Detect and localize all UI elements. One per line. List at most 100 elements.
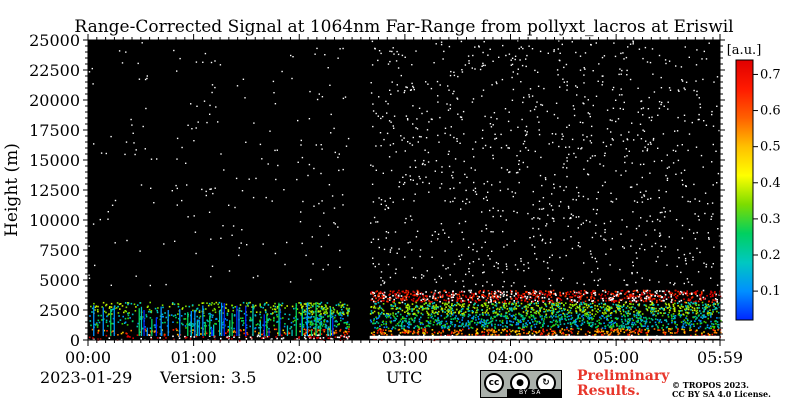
noise-speck <box>242 78 245 80</box>
noise-speck <box>632 261 634 263</box>
signal-speck <box>556 297 559 299</box>
noise-speck <box>209 113 211 115</box>
signal-speck <box>490 329 492 332</box>
signal-speck <box>559 307 561 310</box>
signal-speck <box>603 309 606 312</box>
signal-speck <box>642 338 645 340</box>
signal-speck <box>528 298 531 301</box>
noise-speck <box>678 90 680 92</box>
noise-speck <box>321 96 324 98</box>
signal-speck <box>339 317 342 319</box>
noise-speck <box>483 197 485 200</box>
signal-speck <box>545 316 548 319</box>
signal-speck <box>597 329 599 332</box>
noise-speck <box>707 232 709 234</box>
noise-speck <box>465 202 467 205</box>
signal-speck <box>301 306 303 309</box>
signal-speck <box>555 302 558 305</box>
noise-speck <box>539 234 542 237</box>
noise-speck <box>320 172 322 175</box>
noise-speck <box>496 118 498 120</box>
noise-speck <box>664 211 666 213</box>
signal-speck <box>347 309 349 312</box>
signal-speck <box>651 319 654 321</box>
noise-speck <box>579 55 582 57</box>
signal-speck <box>495 330 498 333</box>
signal-speck <box>242 301 245 304</box>
noise-speck <box>573 108 575 110</box>
signal-speck <box>467 310 470 312</box>
signal-speck <box>577 330 580 333</box>
signal-speck <box>311 334 314 336</box>
signal-speck <box>271 313 273 315</box>
signal-speck <box>579 307 581 310</box>
signal-speck <box>426 308 429 310</box>
signal-speck <box>559 329 562 332</box>
noise-speck <box>474 46 476 48</box>
signal-speck <box>402 317 404 320</box>
signal-speck <box>214 338 216 341</box>
noise-speck <box>246 244 248 246</box>
signal-speck <box>669 307 672 310</box>
signal-speck <box>491 333 494 336</box>
signal-speck <box>582 317 585 319</box>
signal-speck <box>578 320 581 322</box>
noise-speck <box>643 130 646 132</box>
signal-speck <box>422 308 424 311</box>
noise-speck <box>609 220 612 223</box>
noise-speck <box>711 113 713 116</box>
signal-speck <box>264 302 266 305</box>
signal-speck <box>695 302 698 304</box>
signal-speck <box>431 306 434 308</box>
noise-speck <box>422 162 424 165</box>
signal-speck <box>596 331 599 333</box>
signal-speck <box>540 326 542 329</box>
signal-speck <box>693 325 695 327</box>
signal-speck <box>663 307 665 310</box>
signal-speck <box>553 338 556 340</box>
noise-speck <box>495 261 498 264</box>
signal-speck <box>639 322 642 325</box>
noise-speck <box>513 282 515 284</box>
signal-speck <box>577 315 579 318</box>
signal-speck <box>399 320 402 322</box>
noise-speck <box>435 43 437 45</box>
signal-speck <box>597 328 600 330</box>
signal-speck <box>700 299 702 301</box>
signal-speck <box>610 317 612 319</box>
signal-speck <box>89 315 91 317</box>
noise-speck <box>454 158 457 160</box>
signal-speck <box>668 303 670 305</box>
signal-speck <box>370 310 373 312</box>
signal-speck <box>628 296 630 298</box>
signal-speck <box>500 292 503 294</box>
noise-speck <box>418 107 421 109</box>
signal-speck <box>582 293 585 296</box>
noise-speck <box>510 59 512 61</box>
signal-speck <box>417 312 420 314</box>
noise-speck <box>622 52 624 54</box>
signal-speck <box>648 339 651 342</box>
signal-speck <box>547 325 549 327</box>
signal-speck <box>658 329 661 331</box>
signal-speck <box>343 303 346 306</box>
noise-speck <box>597 284 599 286</box>
signal-speck <box>185 327 187 329</box>
signal-speck <box>344 336 346 338</box>
signal-speck <box>472 318 474 320</box>
signal-speck <box>552 289 555 292</box>
noise-speck <box>625 148 627 150</box>
signal-speck <box>465 324 467 327</box>
signal-speck <box>463 303 466 305</box>
signal-speck <box>683 292 685 294</box>
noise-speck <box>322 268 324 271</box>
signal-speck <box>594 290 596 292</box>
signal-speck <box>646 308 648 311</box>
signal-speck <box>711 323 713 325</box>
noise-speck <box>515 172 518 174</box>
noise-speck <box>584 68 586 70</box>
signal-speck <box>432 297 434 299</box>
signal-speck <box>501 308 504 311</box>
signal-speck <box>522 325 524 327</box>
signal-speck <box>604 294 607 297</box>
